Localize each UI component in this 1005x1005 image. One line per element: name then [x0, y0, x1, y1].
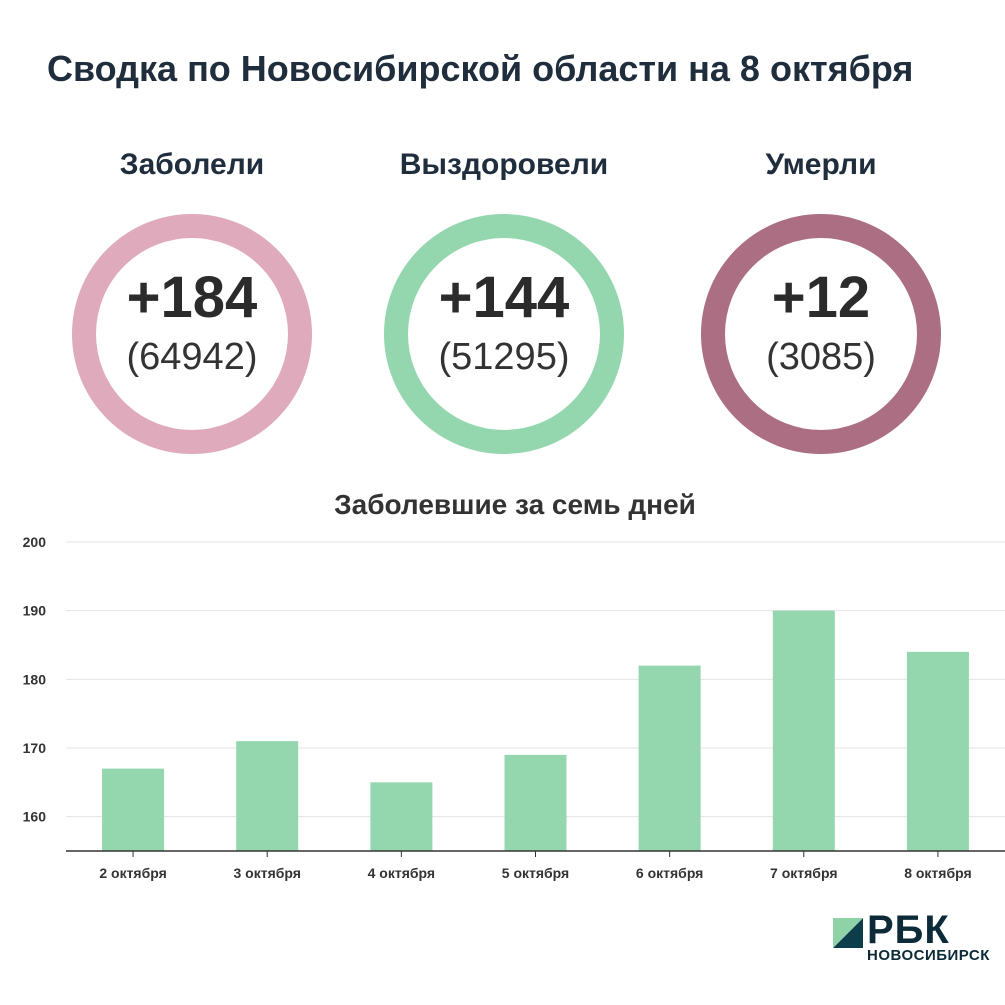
- stat-delta: +12: [771, 265, 871, 330]
- stat-delta: +184: [126, 265, 258, 330]
- x-tick-label: 4 октября: [368, 865, 435, 881]
- stat-total: (51295): [438, 336, 570, 378]
- bar: [504, 754, 567, 851]
- logo-text: РБК: [867, 908, 950, 952]
- stat-ring: [384, 214, 624, 454]
- x-tick-label: 3 октября: [233, 865, 300, 881]
- y-tick-label: 200: [23, 534, 47, 550]
- bar: [236, 741, 299, 851]
- stat-recovered: Выздоровели +144 (51295): [364, 140, 644, 470]
- logo-region: НОВОСИБИРСК: [867, 947, 990, 964]
- rbc-logo: РБК НОВОСИБИРСК: [833, 908, 993, 968]
- stat-label: Умерли: [765, 148, 877, 181]
- page-title: Сводка по Новосибирской области на 8 окт…: [47, 48, 914, 89]
- bar-chart: Заболевшие за семь дней 160 170 180 190 200 2 …: [23, 489, 1005, 881]
- bar: [772, 610, 835, 851]
- stat-infected: Заболели +184 (64942): [52, 140, 332, 470]
- x-tick-label: 6 октября: [636, 865, 703, 881]
- bar: [370, 782, 433, 851]
- chart-title: Заболевшие за семь дней: [334, 489, 696, 520]
- bar: [102, 768, 165, 851]
- y-tick-label: 170: [23, 740, 47, 756]
- bar: [906, 651, 969, 851]
- stat-total: (64942): [126, 336, 258, 378]
- stat-ring: [701, 214, 941, 454]
- y-tick-label: 180: [23, 671, 47, 687]
- stat-total: (3085): [766, 336, 876, 378]
- stat-deaths: Умерли +12 (3085): [681, 140, 961, 470]
- x-tick-label: 2 октября: [99, 865, 166, 881]
- y-tick-label: 160: [23, 809, 47, 825]
- stat-ring: [72, 214, 312, 454]
- stat-label: Выздоровели: [399, 148, 609, 181]
- stat-delta: +144: [438, 265, 570, 330]
- bar: [638, 665, 701, 851]
- stat-label: Заболели: [119, 148, 265, 181]
- x-tick-label: 5 октября: [502, 865, 569, 881]
- x-tick-label: 7 октября: [770, 865, 837, 881]
- logo-mark-icon: [833, 918, 863, 948]
- y-tick-label: 190: [23, 603, 47, 619]
- x-tick-label: 8 октября: [904, 865, 971, 881]
